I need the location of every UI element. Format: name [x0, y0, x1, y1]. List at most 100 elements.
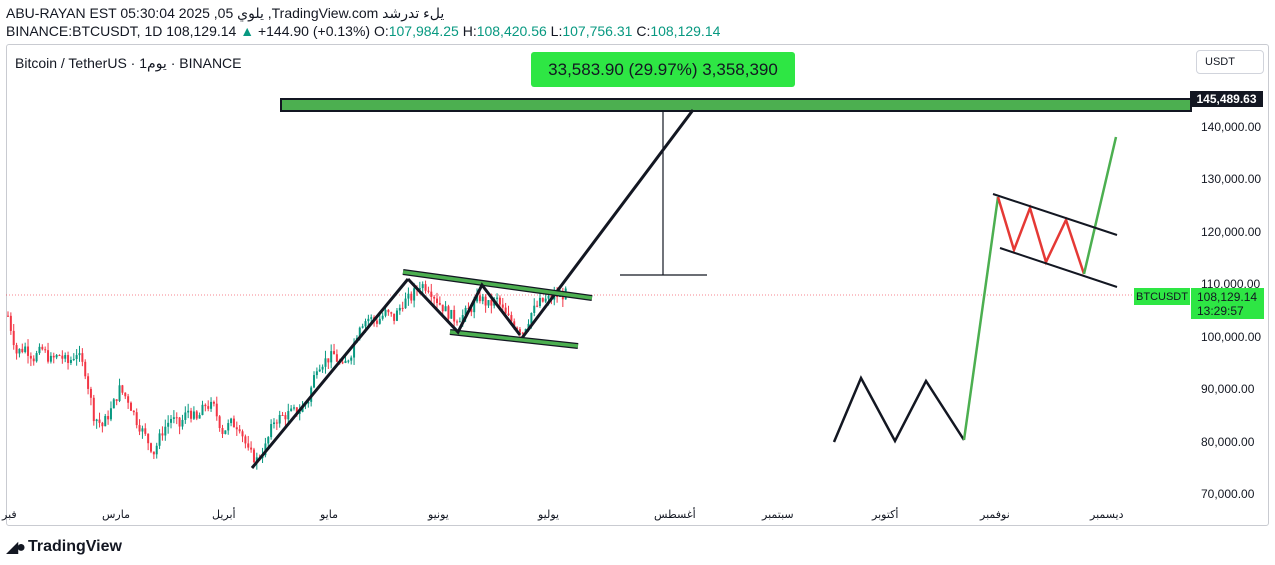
candle-body [393, 313, 396, 321]
candle-body [350, 357, 353, 361]
candle-body [481, 296, 484, 302]
x-tick-label: مارس [102, 509, 130, 521]
flag-upper-line [402, 270, 593, 300]
candle-body [15, 345, 18, 354]
candle-body [121, 385, 124, 393]
x-tick-label: يوليو [538, 509, 560, 521]
low-value: 107,756.31 [562, 23, 633, 39]
candle-body [24, 346, 27, 353]
candle-body [521, 332, 524, 334]
y-tick-label: 110,000.00 [1201, 277, 1261, 292]
candle-body [541, 297, 544, 302]
candle-body [536, 305, 539, 307]
candle-body [447, 306, 450, 319]
candle-body [364, 321, 367, 327]
candle-body [250, 447, 253, 450]
candle-body [44, 349, 47, 351]
candle-body [255, 457, 258, 463]
candle-body [275, 422, 278, 424]
flag-zigzag [406, 277, 522, 336]
candle-body [118, 385, 121, 401]
tradingview-logo[interactable]: ◢● TradingView [6, 537, 122, 557]
close-label: C: [636, 23, 651, 39]
projection-pole [962, 196, 1000, 441]
x-tick-label: فبر [2, 509, 17, 521]
chart-title: Bitcoin / TetherUS · 1يوم · BINANCE [15, 55, 242, 71]
candle-body [430, 291, 433, 298]
candle-body [127, 396, 130, 403]
candle-body [109, 408, 112, 420]
candle-body [247, 443, 250, 448]
currency-button[interactable]: USDT [1196, 50, 1264, 74]
candle-body [129, 402, 132, 411]
candle-body [170, 418, 173, 423]
candle-body [387, 309, 390, 313]
candle-body [344, 360, 347, 363]
candle-body [152, 451, 155, 455]
last-price-tag-value: 108,129.14 [1197, 289, 1258, 304]
projection-zigzag [832, 375, 966, 444]
y-tick-label: 100,000.00 [1201, 329, 1262, 344]
candle-body [287, 411, 290, 420]
candle-body [390, 312, 393, 314]
x-tick-label: سبتمبر [762, 509, 794, 521]
x-tick-label: نوفمبر [980, 509, 1010, 521]
bar-countdown: 13:29:57 [1197, 303, 1244, 318]
candle-body [527, 323, 530, 330]
candle-body [315, 371, 318, 376]
candle-body [227, 423, 230, 431]
candle-body [487, 300, 490, 306]
candle-body [370, 317, 373, 319]
candle-body [155, 445, 158, 455]
candle-body [27, 346, 30, 356]
candle-body [484, 296, 487, 306]
candle-body [538, 297, 541, 307]
candle-body [284, 415, 287, 420]
candle-body [201, 404, 204, 416]
candle-body [427, 290, 430, 292]
candle-body [41, 346, 44, 350]
candle-body [204, 404, 207, 407]
symbol-price-tag: BTCUSDT [1134, 288, 1190, 305]
open-label: O: [373, 23, 389, 39]
candle-body [172, 417, 175, 419]
candle-body [456, 321, 459, 323]
candle-body [64, 355, 67, 359]
x-tick-label: أكتوبر [872, 509, 899, 521]
candle-body [458, 321, 461, 323]
candle-body [21, 348, 24, 353]
candle-body [138, 425, 141, 432]
candles [7, 280, 567, 470]
candle-body [436, 298, 438, 304]
candle-body [381, 315, 384, 319]
candle-body [270, 424, 273, 438]
chart-frame [6, 44, 1269, 526]
candle-body [38, 346, 41, 354]
y-tick-label: 130,000.00 [1201, 172, 1262, 187]
candle-body [278, 414, 281, 424]
candle-body [167, 422, 170, 427]
candle-body [84, 361, 87, 377]
candle-body [313, 375, 316, 388]
candle-body [195, 411, 198, 419]
last-price: 108,129.14 [166, 23, 237, 39]
candle-body [327, 358, 330, 363]
high-value: 108,420.56 [476, 23, 547, 39]
candle-body [218, 416, 221, 429]
candle-body [141, 428, 144, 432]
candle-body [353, 342, 356, 358]
target-price-tag: 145,489.63 [1190, 91, 1263, 107]
candle-body [418, 288, 421, 290]
flag-lower-line [449, 330, 579, 348]
candle-body [210, 401, 213, 409]
candle-body [181, 419, 184, 427]
candle-body [55, 355, 58, 358]
candle-body [307, 401, 310, 404]
x-tick-label: مايو [320, 509, 338, 521]
tradingview-logo-icon: ◢● [6, 539, 26, 556]
candle-body [112, 399, 115, 409]
candle-body [187, 410, 190, 413]
candle-body [513, 321, 516, 328]
candle-body [330, 351, 333, 363]
